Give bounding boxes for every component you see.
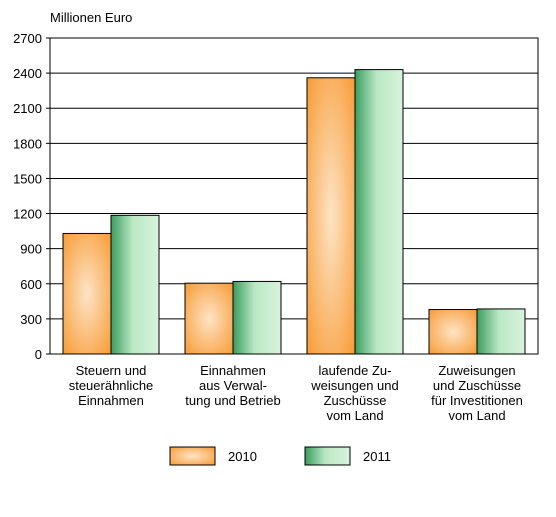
bar-2011-cat-4 [476,308,526,355]
y-tick-label: 1200 [13,207,42,222]
category-label-line: steuerähnliche [69,378,154,393]
category-label-3: laufende Zu-weisungen und Zuschüsse vom La… [310,363,398,423]
legend: 2010 2011 [169,446,391,466]
category-label-line: Zuschüsse [324,393,387,408]
y-tick-label: 2700 [13,31,42,46]
y-tick-label: 300 [20,312,42,327]
y-tick-label: 1800 [13,136,42,151]
bar-2011-cat-2 [232,280,282,355]
category-label-1: Steuern und steuerähnliche Einnahmen [69,363,154,408]
y-tick-label: 0 [35,347,42,362]
bar-2011-cat-3 [354,69,404,355]
bar-2011-cat-1 [110,214,160,355]
bar-2010-cat-3 [306,77,356,355]
plot-area-frame [49,37,539,355]
category-label-line: Einnahmen [78,393,144,408]
category-label-line: Steuern und [76,363,147,378]
y-axis-ticks: 0 300 600 900 1200 1500 1800 2100 2400 2700 [13,31,50,362]
legend-swatch-2011 [304,446,351,466]
category-label-line: für Investitionen [431,393,523,408]
bar-2010-cat-1 [62,232,112,355]
category-label-line: vom Land [448,408,505,423]
category-label-4: Zuweisungen und Zuschüsse für Investitione… [431,363,523,423]
legend-label-2010: 2010 [228,449,257,464]
legend-swatch-2010 [169,446,216,466]
legend-label-2011: 2011 [363,449,391,464]
category-label-line: Einnahmen [200,363,266,378]
y-tick-label: 1500 [13,171,42,186]
category-label-2: Einnahmen aus Verwal-tung und Betrieb [185,363,280,408]
category-label-line: weisungen und [310,378,398,393]
category-label-line: aus Verwal- [199,378,267,393]
unit-label: Millionen Euro [50,10,132,25]
bar-2010-cat-4 [428,309,478,355]
category-label-line: vom Land [326,408,383,423]
x-axis-categories: Steuern und steuerähnliche EinnahmenEinnah… [69,363,523,423]
y-tick-label: 600 [20,277,42,292]
bar-2010-cat-2 [184,282,234,355]
category-label-line: laufende Zu- [319,363,392,378]
y-tick-label: 900 [20,242,42,257]
y-tick-label: 2400 [13,66,42,81]
category-label-line: und Zuschüsse [433,378,521,393]
category-label-line: Zuweisungen [438,363,515,378]
y-tick-label: 2100 [13,101,42,116]
category-label-line: tung und Betrieb [185,393,280,408]
bars [62,69,526,355]
